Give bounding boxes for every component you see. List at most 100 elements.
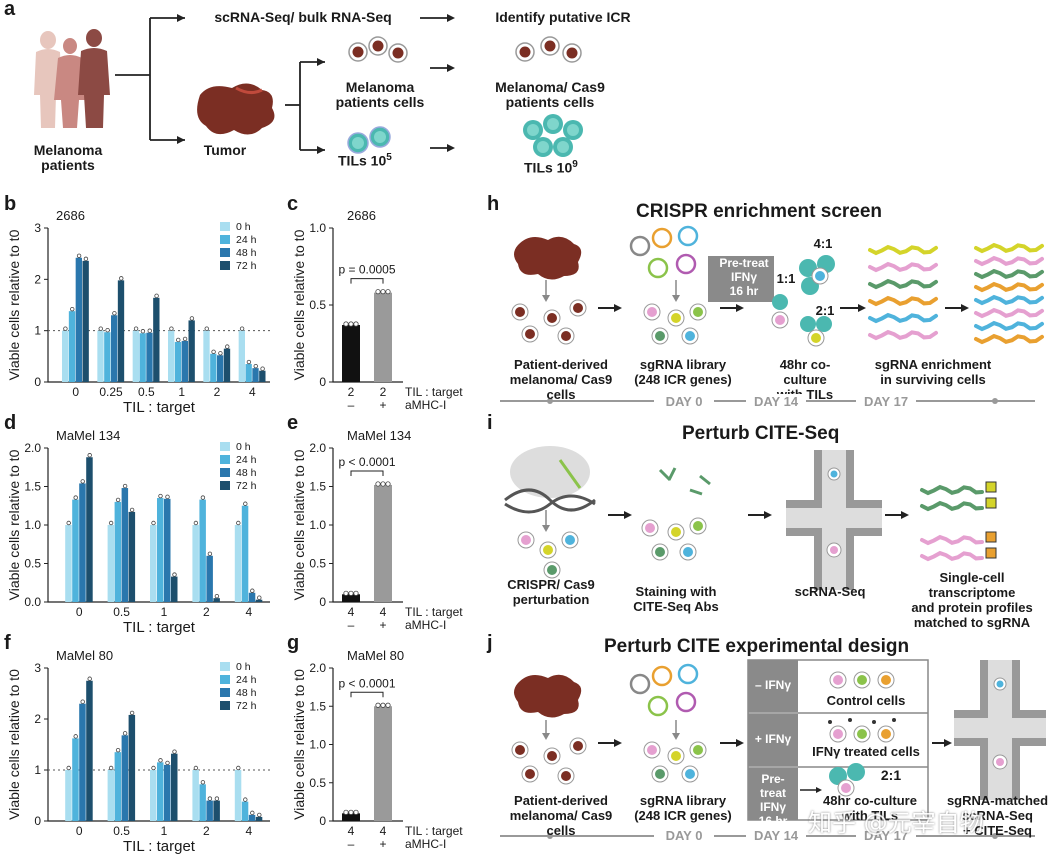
bar bbox=[86, 457, 93, 602]
x-tick-label: 0.5 bbox=[113, 605, 130, 619]
data-point bbox=[80, 699, 85, 704]
bar bbox=[114, 752, 122, 821]
data-point bbox=[250, 810, 255, 816]
data-point bbox=[176, 337, 181, 343]
data-point bbox=[253, 363, 258, 369]
tils-large-label: TILs 109 bbox=[524, 159, 578, 176]
data-point bbox=[343, 809, 349, 815]
data-point bbox=[147, 328, 152, 333]
bar bbox=[79, 483, 86, 602]
bar bbox=[79, 703, 86, 821]
bar bbox=[342, 594, 360, 602]
data-point bbox=[172, 749, 177, 754]
bar bbox=[188, 320, 195, 382]
axis bbox=[332, 668, 403, 822]
panel-i-title: Perturb CITE-Seq bbox=[682, 423, 840, 444]
y-tick-label: 1 bbox=[34, 324, 41, 338]
sgrna-wave bbox=[974, 333, 1044, 345]
bar bbox=[164, 498, 171, 602]
significance-bracket bbox=[350, 278, 384, 284]
panel-j-diagram bbox=[500, 659, 1046, 839]
data-point bbox=[218, 351, 223, 356]
bar bbox=[206, 555, 213, 602]
x-tick-label: 0.5 bbox=[138, 385, 155, 399]
bar bbox=[82, 260, 89, 382]
data-point bbox=[115, 747, 121, 753]
data-point bbox=[115, 497, 121, 503]
sgrna-wave bbox=[868, 261, 938, 273]
y-axis-label: Viable cells relative to t0 bbox=[6, 229, 22, 380]
data-point bbox=[214, 593, 220, 599]
tumor-label: Tumor bbox=[203, 142, 247, 158]
data-point bbox=[236, 520, 241, 526]
data-point bbox=[375, 481, 381, 487]
data-point bbox=[80, 479, 85, 484]
bar bbox=[146, 332, 153, 382]
bar bbox=[342, 813, 360, 821]
sgrna-wave bbox=[868, 312, 938, 324]
panel-label-g: g bbox=[287, 632, 300, 654]
bar bbox=[374, 292, 392, 382]
data-point bbox=[385, 702, 391, 708]
data-point bbox=[73, 495, 78, 500]
data-point bbox=[211, 349, 216, 354]
x-tick-label: 4 bbox=[245, 605, 252, 619]
sgrna-wave bbox=[974, 255, 1044, 267]
x-axis-label: TIL : target bbox=[123, 399, 196, 416]
ratio-1-1: 1:1 bbox=[776, 271, 796, 286]
data-point bbox=[83, 256, 89, 262]
data-point bbox=[73, 734, 78, 739]
data-point bbox=[158, 493, 163, 499]
data-point bbox=[375, 702, 381, 708]
panel-label-i: i bbox=[487, 412, 493, 434]
bar bbox=[174, 341, 182, 382]
legend-swatch bbox=[220, 222, 230, 231]
data-point bbox=[66, 520, 71, 526]
panel-i-diagram bbox=[504, 446, 997, 590]
x-tick-label: 4 bbox=[348, 605, 355, 619]
j-day0: DAY 0 bbox=[654, 828, 714, 843]
x-tick-label: 4 bbox=[245, 824, 252, 838]
sgrna-wave bbox=[920, 550, 984, 562]
legend-label: 48 h bbox=[236, 687, 257, 699]
bar bbox=[203, 330, 210, 382]
sgrna-wave bbox=[868, 278, 938, 290]
data-point bbox=[200, 495, 206, 500]
bar bbox=[128, 714, 136, 821]
x-tick-label: 0 bbox=[76, 824, 83, 838]
chart-title: MaMel 134 bbox=[347, 428, 411, 443]
legend-swatch bbox=[220, 701, 230, 710]
tumor-icon bbox=[197, 83, 275, 135]
bar bbox=[86, 680, 93, 821]
j-plus-ifng: + IFNγ bbox=[754, 732, 792, 746]
tils-small-icon bbox=[347, 126, 391, 154]
y-axis-label: Viable cells relative to t0 bbox=[6, 449, 22, 600]
legend-label: 72 h bbox=[236, 480, 257, 492]
sgrna-wave bbox=[974, 294, 1044, 306]
ratio-2-1: 2:1 bbox=[815, 303, 835, 318]
x-tick-label: 2 bbox=[203, 824, 210, 838]
data-point bbox=[189, 316, 195, 321]
data-point bbox=[380, 289, 386, 295]
y-axis-label: Viable cells relative to t0 bbox=[291, 229, 307, 380]
data-point bbox=[348, 809, 354, 815]
bar bbox=[192, 525, 199, 602]
legend-label: 72 h bbox=[236, 260, 257, 272]
data-point bbox=[257, 812, 262, 818]
panel-h-diagram bbox=[500, 225, 1044, 404]
h-label-patient-cells: Patient-derived melanoma/ Cas9 cells bbox=[509, 357, 613, 402]
data-point bbox=[193, 765, 199, 771]
i-label-single-cell: Single-cell transcriptome and protein pr… bbox=[911, 570, 1033, 630]
y-tick-label: 0.5 bbox=[309, 298, 326, 312]
data-point bbox=[204, 326, 209, 331]
data-point bbox=[182, 336, 188, 342]
identify-icr-label: Identify putative ICR bbox=[495, 9, 631, 25]
tils-small-label: TILs 105 bbox=[338, 152, 392, 169]
chart-f: 0 1 2 3 0 0.5 1 2 4 TIL : target Viable cells rela… bbox=[6, 648, 270, 855]
y-tick-label: 0 bbox=[34, 814, 41, 828]
bar bbox=[171, 753, 178, 821]
data-point bbox=[236, 765, 241, 771]
panel-label-f: f bbox=[4, 632, 11, 654]
bar bbox=[168, 330, 175, 382]
x-tick-label: 0.5 bbox=[113, 824, 130, 838]
